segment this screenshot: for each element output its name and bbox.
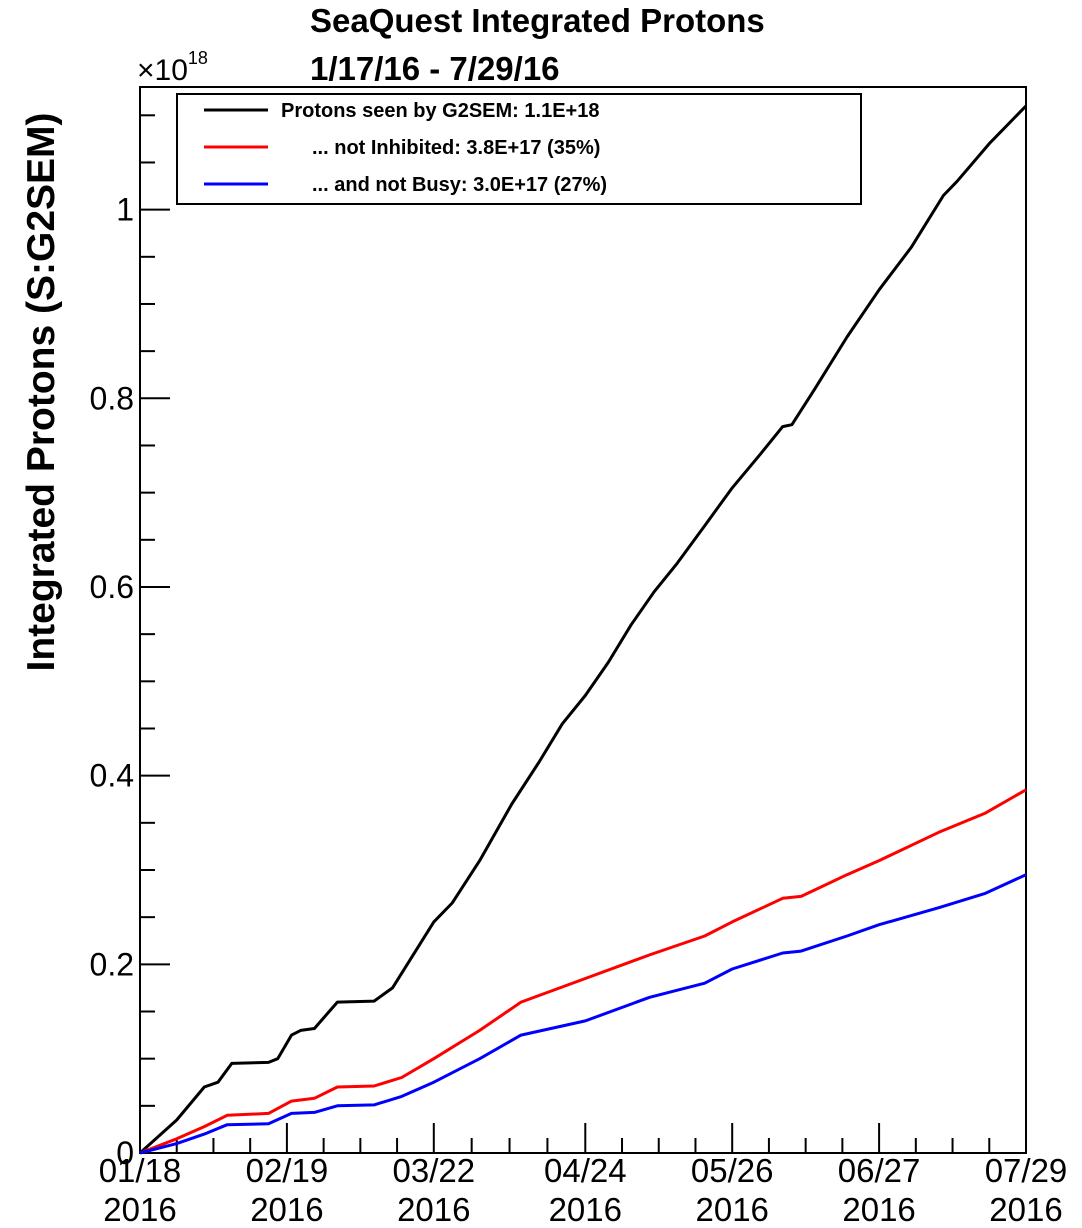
series-line-g2sem — [138, 104, 1028, 1155]
series-lines — [138, 104, 1028, 1155]
x-tick-label-date: 04/24 — [544, 1152, 627, 1189]
y-tick-label: 0.6 — [90, 569, 134, 605]
legend-label-g2sem: Protons seen by G2SEM: 1.1E+18 — [281, 100, 599, 122]
legend: Protons seen by G2SEM: 1.1E+18 ... not I… — [176, 93, 862, 205]
chart-subtitle: 1/17/16 - 7/29/16 — [310, 50, 560, 87]
x-axis: 01/18201602/19201603/22201604/24201605/2… — [99, 1123, 1068, 1228]
y-tick-label: 0.4 — [90, 758, 134, 794]
x-tick-label-year: 2016 — [695, 1191, 768, 1228]
x-tick-label-date: 03/22 — [393, 1152, 476, 1189]
y-tick-label: 0 — [116, 1135, 134, 1171]
x-tick-label-date: 02/19 — [246, 1152, 329, 1189]
x-tick-label-date: 05/26 — [691, 1152, 774, 1189]
y-axis-title: Integrated Protons (S:G2SEM) — [20, 112, 63, 671]
y-axis: 0 0.2 0.4 0.6 0.8 1 — [90, 114, 170, 1171]
plot-frame — [139, 86, 1027, 1154]
legend-label-not-busy: ... and not Busy: 3.0E+17 (27%) — [312, 174, 607, 196]
legend-box — [176, 93, 862, 205]
x-tick-label-year: 2016 — [989, 1191, 1062, 1228]
y-tick-label: 0.2 — [90, 946, 134, 982]
x-tick-label-date: 01/18 — [99, 1152, 182, 1189]
chart-title: SeaQuest Integrated Protons — [310, 2, 765, 39]
y-tick-label: 0.8 — [90, 380, 134, 416]
x-tick-label-year: 2016 — [549, 1191, 622, 1228]
x-tick-label-date: 07/29 — [985, 1152, 1068, 1189]
x-tick-label-year: 2016 — [250, 1191, 323, 1228]
series-line-not-inhibited — [139, 788, 1027, 1155]
x-tick-label-date: 06/27 — [838, 1152, 921, 1189]
series-line-not-busy — [139, 873, 1027, 1155]
legend-label-not-inhibited: ... not Inhibited: 3.8E+17 (35%) — [312, 137, 600, 159]
x-tick-label-year: 2016 — [397, 1191, 470, 1228]
x-tick-label-year: 2016 — [842, 1191, 915, 1228]
y-axis-multiplier: ×1018 — [137, 48, 208, 87]
y-tick-label: 1 — [116, 192, 134, 228]
x-tick-label-year: 2016 — [103, 1191, 176, 1228]
